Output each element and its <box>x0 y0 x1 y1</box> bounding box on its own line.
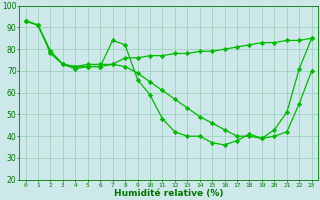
X-axis label: Humidité relative (%): Humidité relative (%) <box>114 189 223 198</box>
